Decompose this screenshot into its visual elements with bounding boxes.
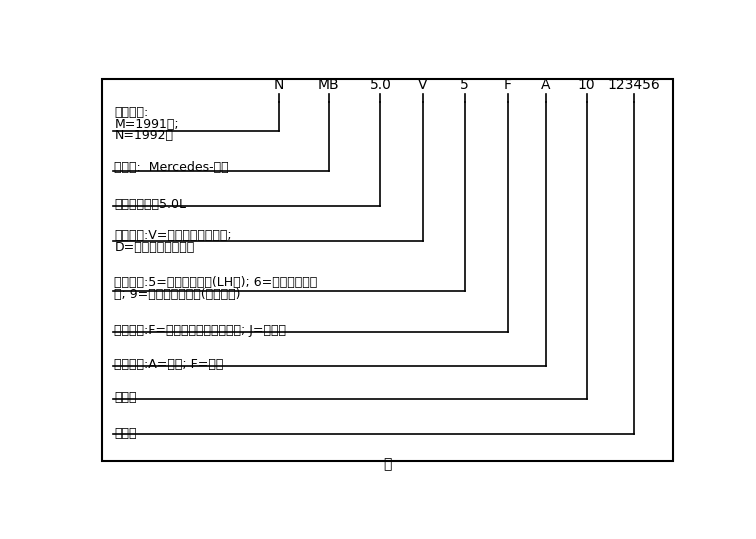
Text: MB: MB [318, 78, 339, 92]
Text: F: F [503, 78, 512, 92]
Text: D=客车，柴油发动机: D=客车，柴油发动机 [114, 241, 195, 254]
Text: 底盘号: 底盘号 [114, 426, 137, 440]
Text: M=1991年;: M=1991年; [114, 118, 179, 131]
Text: 触媒类型:F=三元触媒和空燃比控制; J=无触媒: 触媒类型:F=三元触媒和空燃比控制; J=无触媒 [114, 324, 287, 337]
Text: N: N [274, 78, 284, 92]
Text: 5: 5 [460, 78, 469, 92]
Text: 10: 10 [578, 78, 596, 92]
Text: 检查号: 检查号 [114, 391, 137, 404]
Text: 5.0: 5.0 [370, 78, 392, 92]
Text: 汽缸总排气量5.0L: 汽缸总排气量5.0L [114, 198, 187, 211]
Text: 制造码:  Mercedes-宾士: 制造码: Mercedes-宾士 [114, 161, 229, 174]
Text: 供油方式:5=电子燃油喷射(LH型); 6=机械式燃油喷: 供油方式:5=电子燃油喷射(LH型); 6=机械式燃油喷 [114, 277, 318, 289]
Text: 图: 图 [383, 458, 392, 472]
Text: A: A [541, 78, 550, 92]
Text: 射; 9=机械式燃油喷射(涡轮增压): 射; 9=机械式燃油喷射(涡轮增压) [114, 288, 241, 301]
Text: V: V [418, 78, 427, 92]
Text: 使用地区:A=全部; F=联邦: 使用地区:A=全部; F=联邦 [114, 358, 224, 371]
Text: 车辆种类:V=客车，汽油发动机;: 车辆种类:V=客车，汽油发动机; [114, 230, 232, 243]
Text: 出厂日期:: 出厂日期: [114, 106, 149, 119]
Text: 123456: 123456 [607, 78, 660, 92]
Text: N=1992年: N=1992年 [114, 129, 173, 142]
